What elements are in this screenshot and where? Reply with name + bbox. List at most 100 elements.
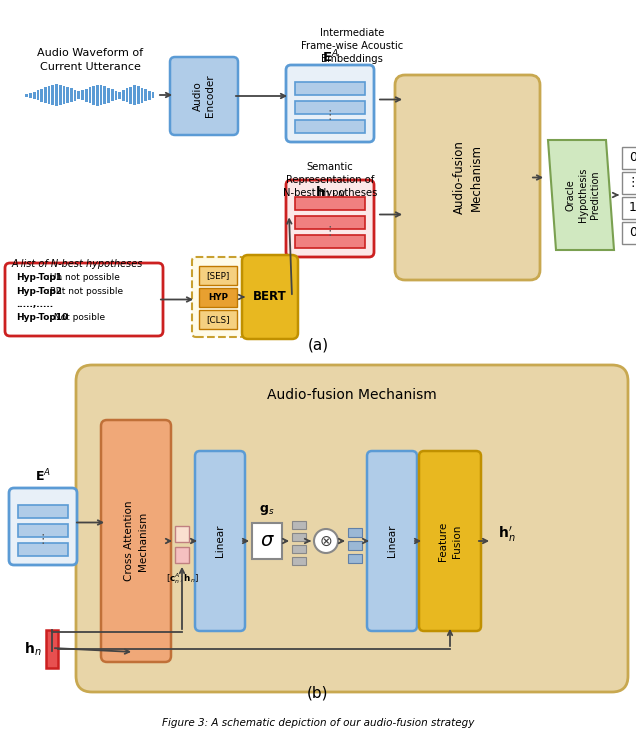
Bar [295, 216, 365, 229]
Bar [92, 86, 95, 105]
Bar [348, 541, 362, 550]
Bar [104, 86, 106, 104]
Text: (a): (a) [307, 337, 329, 353]
Bar [44, 87, 46, 103]
Bar [292, 557, 306, 565]
Bar [295, 82, 365, 95]
Text: 0: 0 [629, 226, 636, 239]
Text: ⋮: ⋮ [626, 176, 636, 189]
FancyBboxPatch shape [195, 451, 245, 631]
Text: Linear: Linear [215, 525, 225, 557]
Bar [36, 90, 39, 100]
Bar [18, 505, 68, 518]
Bar [622, 171, 636, 193]
Text: 0: 0 [629, 151, 636, 164]
Bar [295, 197, 365, 210]
Bar [295, 235, 365, 248]
Text: ⋮: ⋮ [324, 109, 336, 123]
Bar [622, 147, 636, 168]
Bar [199, 288, 237, 307]
Text: Cross Attention
Mechanism: Cross Attention Mechanism [125, 501, 148, 582]
Bar [81, 90, 84, 100]
Bar [18, 524, 68, 537]
Bar [59, 85, 62, 105]
Text: ⋮: ⋮ [324, 224, 336, 238]
FancyBboxPatch shape [76, 365, 628, 692]
Bar [29, 92, 32, 97]
Bar [175, 547, 189, 563]
Text: $\mathbf{h}_n'$: $\mathbf{h}_n'$ [498, 525, 516, 544]
Bar [151, 92, 155, 98]
Bar [114, 91, 117, 100]
Bar [622, 196, 636, 218]
FancyBboxPatch shape [419, 451, 481, 631]
Bar [88, 87, 92, 103]
Bar [199, 310, 237, 329]
Text: [SEP]: [SEP] [206, 271, 230, 280]
Text: BERT: BERT [253, 291, 287, 303]
Bar [33, 92, 36, 98]
Bar [100, 85, 102, 105]
Bar [137, 86, 139, 104]
Text: [CLS]: [CLS] [206, 315, 230, 324]
Text: $\mathbf{g}_s$: $\mathbf{g}_s$ [259, 503, 275, 517]
Circle shape [314, 529, 338, 553]
Bar [295, 101, 365, 114]
Text: Semantic
Representation of
N-best Hypotheses: Semantic Representation of N-best Hypoth… [283, 162, 377, 199]
Bar [126, 88, 128, 102]
Text: Intermediate
Frame-wise Acoustic
Embeddings: Intermediate Frame-wise Acoustic Embeddi… [301, 28, 403, 64]
Text: Hyp-Top10: Hyp-Top10 [16, 314, 68, 323]
Text: :But not possible: :But not possible [47, 286, 123, 295]
Bar [18, 543, 68, 556]
FancyBboxPatch shape [101, 420, 171, 662]
Polygon shape [548, 140, 614, 250]
Text: Audio
Encoder: Audio Encoder [193, 75, 215, 117]
Bar [85, 89, 88, 102]
Text: Figure 3: A schematic depiction of our audio-fusion strategy: Figure 3: A schematic depiction of our a… [162, 718, 474, 728]
Bar [111, 89, 114, 101]
Bar [52, 85, 54, 105]
Bar [40, 89, 43, 102]
Text: Hyp-Top2: Hyp-Top2 [16, 286, 62, 295]
Bar [175, 526, 189, 542]
Bar [348, 528, 362, 537]
Bar [292, 521, 306, 529]
Text: Oracle
Hypothesis
Prediction: Oracle Hypothesis Prediction [565, 168, 600, 222]
Bar [70, 88, 73, 102]
Text: :Uh not possible: :Uh not possible [47, 274, 120, 283]
Text: $\mathbf{E}^A$: $\mathbf{E}^A$ [35, 467, 51, 484]
Text: :Not posible: :Not posible [51, 314, 105, 323]
Bar [348, 554, 362, 563]
Bar [96, 84, 99, 106]
Text: $\mathbf{h}_{1:N}$: $\mathbf{h}_{1:N}$ [315, 185, 345, 201]
Text: $\sigma$: $\sigma$ [259, 531, 274, 551]
Bar [78, 91, 80, 99]
Text: Audio-fusion Mechanism: Audio-fusion Mechanism [267, 388, 437, 402]
Bar [48, 86, 50, 104]
Text: ⋮: ⋮ [37, 533, 49, 545]
Text: $\mathbf{E}^A$: $\mathbf{E}^A$ [322, 49, 338, 65]
Text: Linear: Linear [387, 525, 397, 557]
Bar [122, 89, 125, 100]
Bar [292, 533, 306, 541]
FancyBboxPatch shape [5, 263, 163, 336]
Bar [295, 120, 365, 133]
FancyBboxPatch shape [170, 57, 238, 135]
FancyBboxPatch shape [286, 180, 374, 257]
Bar [252, 523, 282, 559]
Text: 1: 1 [629, 201, 636, 214]
Text: ⊗: ⊗ [320, 534, 333, 548]
Bar [148, 91, 151, 100]
FancyBboxPatch shape [192, 257, 244, 337]
Text: Feature
Fusion: Feature Fusion [438, 521, 462, 561]
Text: Audio-fusion
Mechanism: Audio-fusion Mechanism [452, 140, 483, 215]
FancyBboxPatch shape [242, 255, 298, 339]
Bar [133, 85, 136, 105]
Bar [144, 89, 147, 101]
Text: Audio Waveform of
Current Utterance: Audio Waveform of Current Utterance [37, 49, 143, 72]
Text: A list of N-best hypotheses: A list of N-best hypotheses [12, 259, 143, 269]
Text: HYP: HYP [208, 293, 228, 302]
Bar [141, 88, 143, 103]
Bar [129, 86, 132, 103]
Text: (b): (b) [307, 686, 329, 700]
